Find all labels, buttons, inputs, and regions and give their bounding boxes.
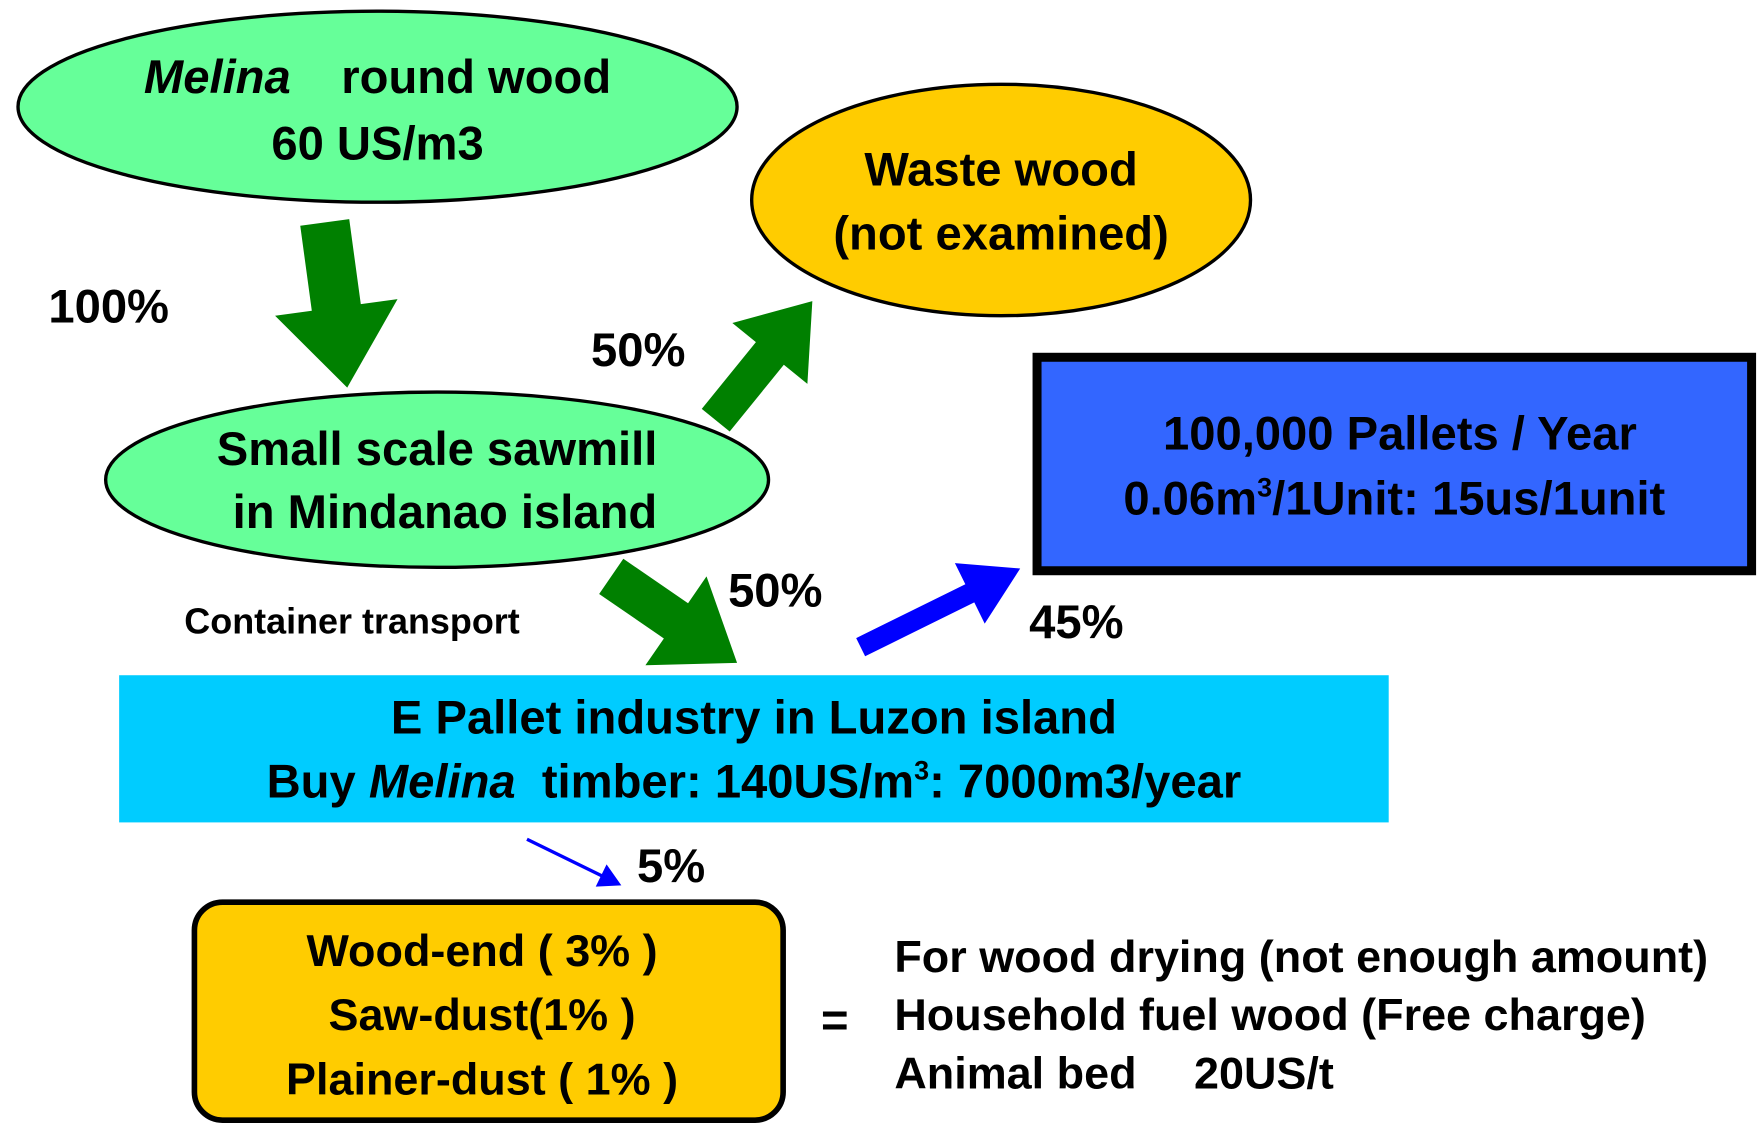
industry-line: Buy Melina timber: 140US/m3: 7000m3/year xyxy=(267,755,1242,808)
flow-label: 5% xyxy=(637,839,705,892)
sawmill-line: in Mindanao island xyxy=(233,485,658,538)
flow-label: 100% xyxy=(48,279,169,332)
byproducts-node xyxy=(191,899,786,1123)
text-part: timber: 140US/m xyxy=(516,755,914,808)
pallets-line: 100,000 Pallets / Year xyxy=(1163,406,1637,459)
flow-arrow xyxy=(701,301,813,432)
byproduct-line: Saw-dust(1% ) xyxy=(328,989,635,1040)
byproduct-line: Wood-end ( 3% ) xyxy=(306,925,657,976)
flow-label: Container transport xyxy=(184,601,519,642)
sawmill-line: Small scale sawmill xyxy=(217,422,658,475)
italic-name: Melina xyxy=(144,50,291,103)
title-rest: round wood xyxy=(341,50,611,103)
round-wood-title: Melina round wood xyxy=(144,50,611,103)
industry-line: E Pallet industry in Luzon island xyxy=(391,691,1117,744)
flow-arrow xyxy=(275,219,398,388)
equals-sign: = xyxy=(821,993,849,1046)
waste-line: (not examined) xyxy=(833,206,1168,259)
round-wood-node xyxy=(16,9,739,204)
italic-name: Melina xyxy=(369,755,516,808)
flow-arrow xyxy=(599,558,738,666)
text-part: /1Unit: 15us/1unit xyxy=(1272,472,1665,525)
use-line: For wood drying (not enough amount) xyxy=(894,931,1708,982)
flow-arrow xyxy=(856,563,1021,657)
sawmill-node xyxy=(103,390,771,570)
text-part: 0.06m xyxy=(1123,472,1257,525)
use-line: Animal bed 20US/t xyxy=(894,1048,1334,1099)
text-part: : 7000m3/year xyxy=(929,755,1241,808)
flow-arrow xyxy=(526,837,622,887)
superscript: 3 xyxy=(1257,473,1272,503)
round-wood-price: 60 US/m3 xyxy=(271,117,483,170)
flow-label: 45% xyxy=(1029,595,1123,648)
use-line: Household fuel wood (Free charge) xyxy=(894,989,1646,1040)
industry-node xyxy=(119,675,1389,823)
superscript: 3 xyxy=(914,756,929,786)
waste-wood-node xyxy=(749,82,1253,318)
pallets-line: 0.06m3/1Unit: 15us/1unit xyxy=(1123,472,1665,525)
pallets-node xyxy=(1032,352,1757,576)
byproduct-line: Plainer-dust ( 1% ) xyxy=(286,1053,678,1104)
flow-label: 50% xyxy=(591,323,685,376)
text-part: Buy xyxy=(267,755,369,808)
flow-label: 50% xyxy=(728,564,822,617)
waste-line: Waste wood xyxy=(864,142,1137,195)
